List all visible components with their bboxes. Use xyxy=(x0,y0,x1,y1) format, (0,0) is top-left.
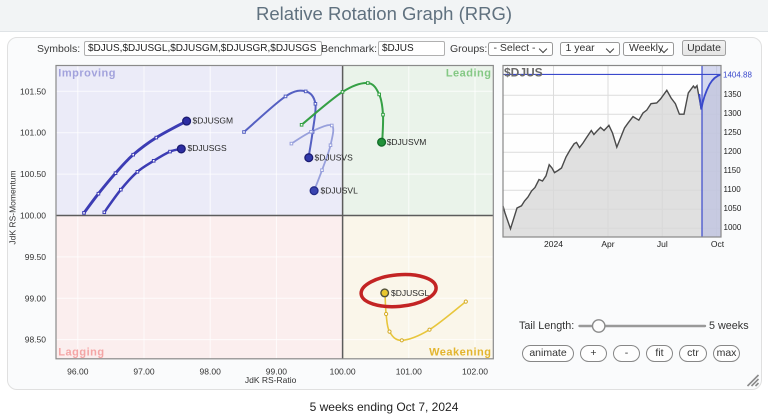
svg-text:$DJUSGS: $DJUSGS xyxy=(188,143,228,153)
svg-text:Lagging: Lagging xyxy=(58,347,104,359)
svg-text:102.00: 102.00 xyxy=(462,367,488,377)
svg-text:$DJUSVM: $DJUSVM xyxy=(387,137,427,147)
svg-text:99.50: 99.50 xyxy=(25,252,47,262)
svg-text:$DJUSVS: $DJUSVS xyxy=(315,152,354,162)
svg-text:1150: 1150 xyxy=(724,166,742,175)
svg-text:$DJUS: $DJUS xyxy=(504,66,543,80)
svg-text:1100: 1100 xyxy=(724,185,742,194)
svg-text:1404.88: 1404.88 xyxy=(723,70,752,79)
svg-text:97.00: 97.00 xyxy=(133,367,155,377)
svg-text:JdK RS-Ratio: JdK RS-Ratio xyxy=(245,375,297,385)
svg-text:Leading: Leading xyxy=(446,67,492,79)
svg-text:98.50: 98.50 xyxy=(25,335,47,345)
svg-text:96.00: 96.00 xyxy=(67,367,89,377)
svg-text:$DJUSVL: $DJUSVL xyxy=(321,185,359,195)
svg-text:1300: 1300 xyxy=(724,109,742,118)
svg-text:Improving: Improving xyxy=(58,67,116,79)
svg-text:2024: 2024 xyxy=(544,239,563,249)
svg-text:99.00: 99.00 xyxy=(266,367,288,377)
svg-text:$DJUSGL: $DJUSGL xyxy=(391,288,430,298)
svg-text:$DJUSGM: $DJUSGM xyxy=(193,116,234,126)
svg-text:Apr: Apr xyxy=(601,239,614,249)
svg-text:98.00: 98.00 xyxy=(200,367,222,377)
svg-text:101.50: 101.50 xyxy=(20,86,46,96)
svg-text:100.50: 100.50 xyxy=(20,169,46,179)
svg-text:100.00: 100.00 xyxy=(20,211,46,221)
svg-text:101.00: 101.00 xyxy=(20,128,46,138)
svg-text:1000: 1000 xyxy=(724,223,742,232)
svg-text:1250: 1250 xyxy=(724,128,742,137)
svg-text:Jul: Jul xyxy=(657,239,668,249)
svg-text:Weakening: Weakening xyxy=(429,347,491,359)
svg-text:Oct: Oct xyxy=(711,239,725,249)
svg-text:101.00: 101.00 xyxy=(396,367,422,377)
svg-text:99.00: 99.00 xyxy=(25,293,47,303)
svg-text:JdK RS-Momentum: JdK RS-Momentum xyxy=(7,170,17,244)
svg-text:1050: 1050 xyxy=(724,204,742,213)
svg-text:100.00: 100.00 xyxy=(330,367,356,377)
svg-text:1350: 1350 xyxy=(724,90,742,99)
svg-text:1200: 1200 xyxy=(724,147,742,156)
